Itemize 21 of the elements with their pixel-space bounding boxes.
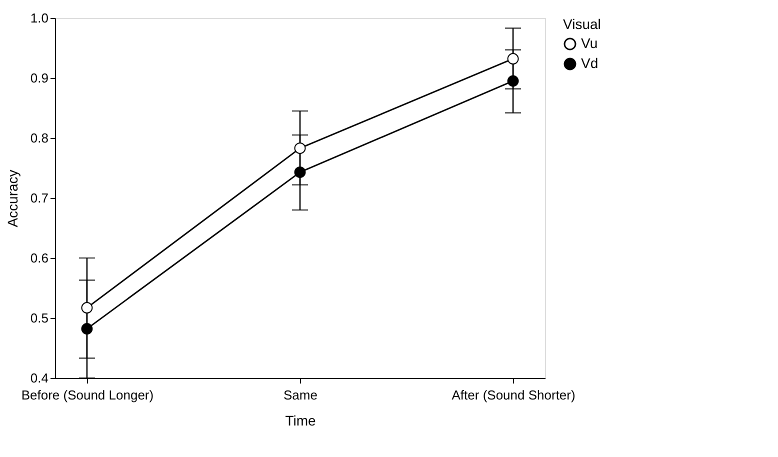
point: [81, 302, 93, 314]
legend-label: Vd: [581, 55, 598, 71]
x-tick-label: After (Sound Shorter): [452, 388, 576, 402]
x-tick-label: Before (Sound Longer): [21, 388, 154, 402]
x-axis-title: Time: [285, 412, 316, 428]
y-tick-label: 0.4: [30, 370, 48, 386]
legend-label: Vu: [581, 35, 598, 51]
point: [81, 323, 93, 335]
point: [507, 53, 519, 65]
y-tick-label: 0.8: [30, 130, 48, 146]
y-axis-title: Accuracy: [4, 170, 20, 228]
y-tick-label: 0.7: [30, 190, 48, 206]
y-tick-label: 1.0: [30, 10, 48, 26]
point: [507, 75, 519, 87]
x-tick-label: Same: [284, 388, 318, 402]
y-tick-label: 0.6: [30, 250, 48, 266]
point: [294, 142, 306, 154]
point: [294, 166, 306, 178]
y-tick-label: 0.5: [30, 310, 48, 326]
y-tick-label: 0.9: [30, 70, 48, 86]
legend-title: Visual: [563, 16, 601, 32]
